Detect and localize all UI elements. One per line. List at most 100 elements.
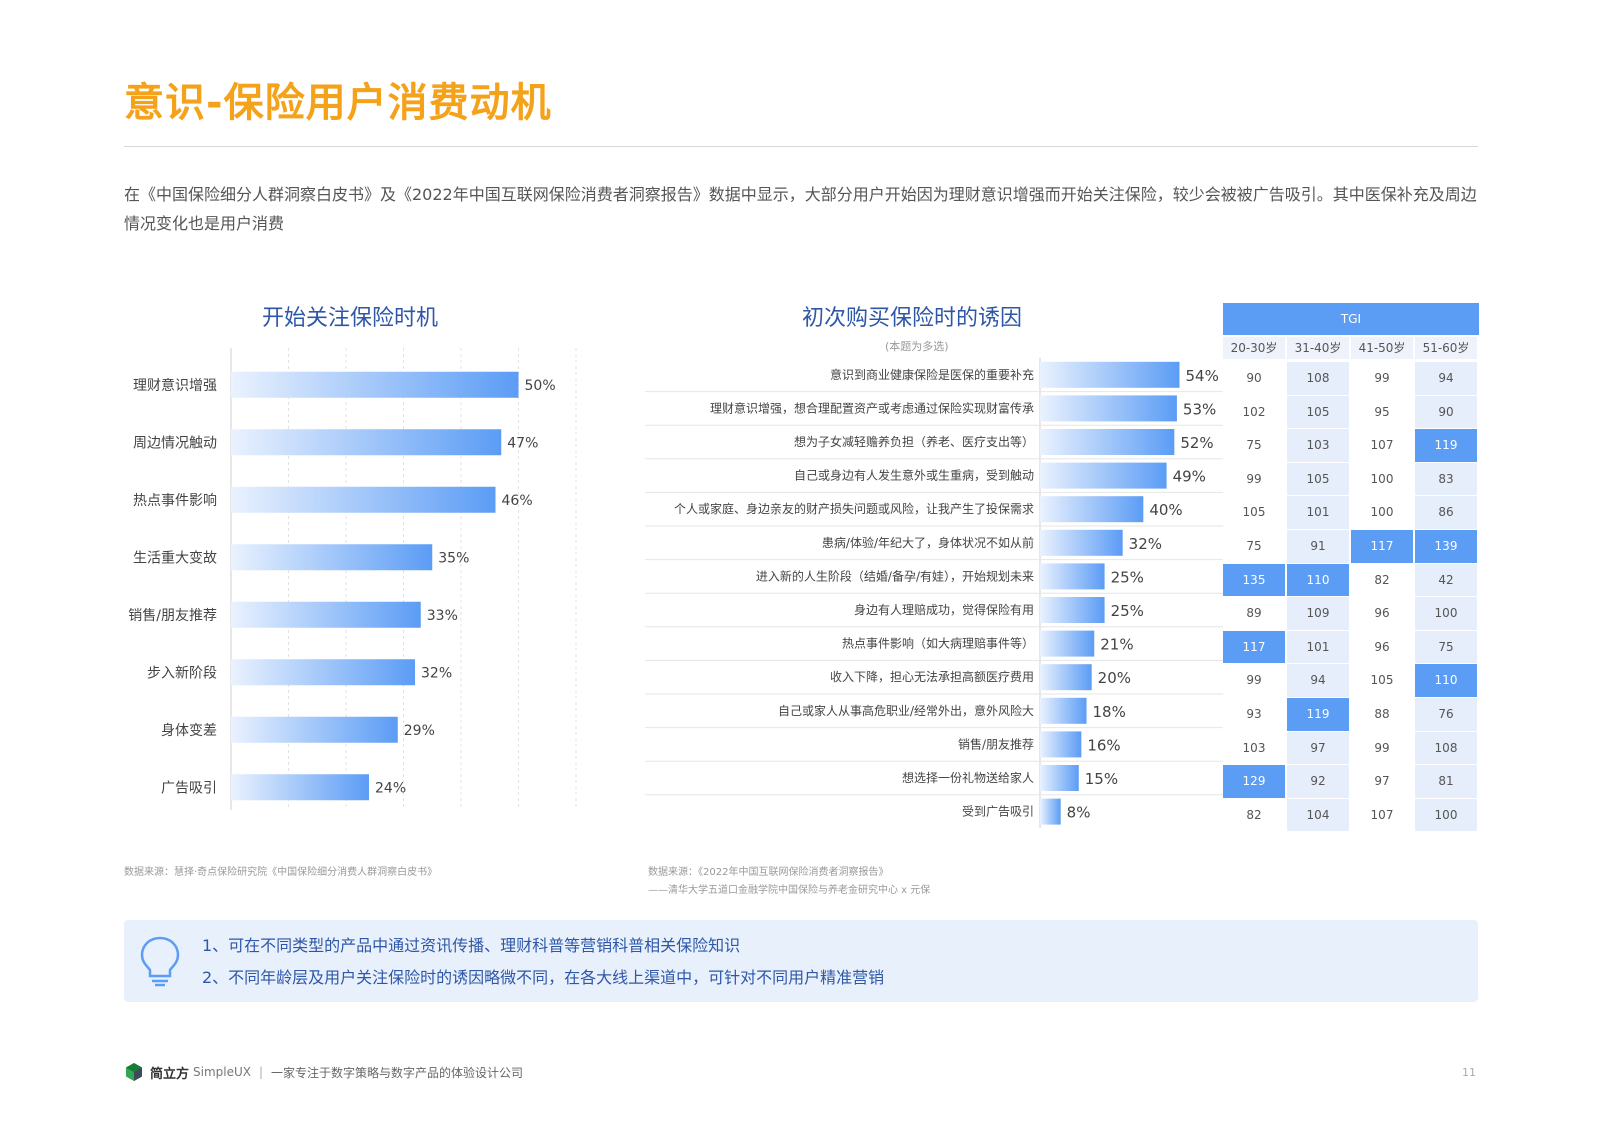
tgi-cell: 92	[1287, 765, 1349, 798]
tgi-cell: 97	[1351, 765, 1413, 798]
tgi-row: 103 97 99 108	[1223, 731, 1479, 766]
bar-value-label: 16%	[1087, 736, 1120, 754]
category-label: 意识到商业健康保险是医保的重要补充	[830, 367, 1034, 382]
right-source: 数据来源：《2022年中国互联网保险消费者洞察报告》 ——清华大学五道口金融学院…	[648, 864, 930, 900]
bar	[1040, 664, 1092, 691]
tgi-cell: 105	[1223, 496, 1285, 529]
footer-tagline: 一家专注于数字策略与数字产品的体验设计公司	[271, 1065, 524, 1080]
tgi-column-header: 51-60岁	[1415, 337, 1477, 359]
category-label: 收入下降，担心无法承担高额医疗费用	[830, 669, 1034, 684]
category-label: 生活重大变故	[133, 550, 217, 566]
tgi-cell: 81	[1415, 765, 1477, 798]
tgi-cell: 82	[1351, 563, 1413, 597]
bar-value-label: 32%	[421, 665, 452, 681]
insight-line-1: 1、可在不同类型的产品中通过资讯传播、理财科普等营销科普相关保险知识	[202, 936, 741, 955]
tgi-cell: 101	[1287, 496, 1349, 529]
category-label: 销售/朋友推荐	[128, 608, 217, 624]
bar-value-label: 46%	[502, 493, 533, 509]
tgi-cell: 86	[1415, 496, 1477, 529]
tgi-cell: 97	[1287, 731, 1349, 765]
tgi-cell: 103	[1287, 429, 1349, 462]
tgi-cell: 88	[1351, 697, 1413, 731]
tgi-cell: 105	[1287, 395, 1349, 429]
tgi-cell: 94	[1287, 664, 1349, 697]
lightbulb-icon	[140, 936, 180, 987]
bar-value-label: 33%	[427, 608, 458, 624]
category-label: 广告吸引	[161, 780, 217, 796]
tgi-cell: 105	[1351, 664, 1413, 697]
bar	[231, 774, 369, 801]
tgi-cell: 100	[1351, 462, 1413, 496]
tgi-cell: 90	[1415, 395, 1477, 429]
page-title: 意识-保险用户消费动机	[124, 80, 552, 126]
tgi-row: 82 104 107 100	[1223, 798, 1479, 833]
bar	[1040, 765, 1079, 791]
bar-value-label: 47%	[507, 435, 538, 451]
tgi-cell: 110	[1415, 664, 1477, 697]
tgi-cell: 102	[1223, 395, 1285, 429]
category-label: 进入新的人生阶段（结婚/备孕/有娃），开始规划未来	[756, 568, 1034, 583]
tgi-row: 129 92 97 81	[1223, 765, 1479, 799]
category-label: 自己或身边有人发生意外或生重病，受到触动	[794, 468, 1034, 483]
footer-separator: |	[259, 1065, 264, 1079]
tgi-cell: 108	[1287, 362, 1349, 395]
tgi-cell: 107	[1351, 429, 1413, 462]
bar-value-label: 35%	[438, 550, 469, 566]
bar	[1040, 563, 1105, 590]
bar-value-label: 15%	[1085, 770, 1118, 788]
right-bar-chart: 意识到商业健康保险是医保的重要补充 54% 理财意识增强，想合理配置资产或考虑通过保…	[645, 358, 1225, 828]
bar-value-label: 29%	[404, 723, 435, 739]
tgi-cell: 139	[1415, 529, 1477, 563]
tgi-row: 99 105 100 83	[1223, 462, 1479, 497]
tgi-cell: 119	[1287, 697, 1349, 731]
bar-value-label: 21%	[1100, 636, 1133, 654]
bar	[231, 429, 502, 456]
category-label: 周边情况触动	[133, 435, 217, 451]
category-label: 步入新阶段	[147, 665, 217, 681]
category-label: 销售/朋友推荐	[958, 736, 1034, 751]
tgi-cell: 104	[1287, 798, 1349, 832]
tgi-cell: 100	[1415, 597, 1477, 630]
tgi-row: 75 91 117 139	[1223, 529, 1479, 564]
tgi-cell: 91	[1287, 529, 1349, 563]
tgi-column-headers: 20-30岁 31-40岁 41-50岁 51-60岁	[1223, 337, 1479, 359]
bar-value-label: 24%	[375, 780, 406, 796]
tgi-cell: 108	[1415, 731, 1477, 765]
right-source-line-2: ——清华大学五道口金融学院中国保险与养老金研究中心 x 元保	[648, 885, 931, 896]
left-source: 数据来源：慧择·奇点保险研究院《中国保险细分消费人群洞察白皮书》	[124, 867, 438, 878]
bar	[1040, 798, 1061, 825]
bar	[1040, 731, 1082, 758]
tgi-row: 135 110 82 42	[1223, 563, 1479, 598]
bar	[1040, 496, 1144, 523]
tgi-column-header: 20-30岁	[1223, 337, 1285, 359]
bar-value-label: 32%	[1129, 535, 1162, 553]
title-divider	[124, 146, 1478, 147]
tgi-cell: 119	[1415, 429, 1477, 462]
category-label: 身边有人理赔成功，觉得保险有用	[854, 602, 1034, 617]
category-label: 理财意识增强	[133, 377, 217, 394]
left-chart-title: 开始关注保险时机	[262, 306, 439, 331]
bar-value-label: 49%	[1173, 468, 1206, 486]
cube-logo-icon	[126, 1063, 142, 1081]
bar	[231, 371, 519, 398]
tgi-row: 105 101 100 86	[1223, 496, 1479, 530]
tgi-cell: 99	[1351, 362, 1413, 395]
bar	[1040, 630, 1095, 657]
bar-value-label: 50%	[525, 378, 556, 394]
bar	[231, 716, 398, 743]
tgi-cell: 101	[1287, 630, 1349, 664]
bar	[231, 601, 421, 628]
tgi-cell: 129	[1223, 765, 1285, 798]
tgi-cell: 110	[1287, 563, 1349, 597]
category-label: 想为子女减轻赡养负担（养老、医疗支出等）	[794, 434, 1034, 449]
bar-value-label: 25%	[1111, 568, 1144, 586]
tgi-cell: 100	[1351, 496, 1413, 529]
tgi-cell: 95	[1351, 395, 1413, 429]
tgi-cell: 42	[1415, 563, 1477, 597]
tgi-cell: 105	[1287, 462, 1349, 496]
tgi-cell: 76	[1415, 697, 1477, 731]
right-source-line-1: 数据来源：《2022年中国互联网保险消费者洞察报告》	[648, 867, 889, 878]
bar-value-label: 20%	[1098, 669, 1131, 687]
bar-value-label: 53%	[1183, 400, 1216, 418]
category-label: 自己或家人从事高危职业/经常外出，意外风险大	[778, 703, 1034, 718]
